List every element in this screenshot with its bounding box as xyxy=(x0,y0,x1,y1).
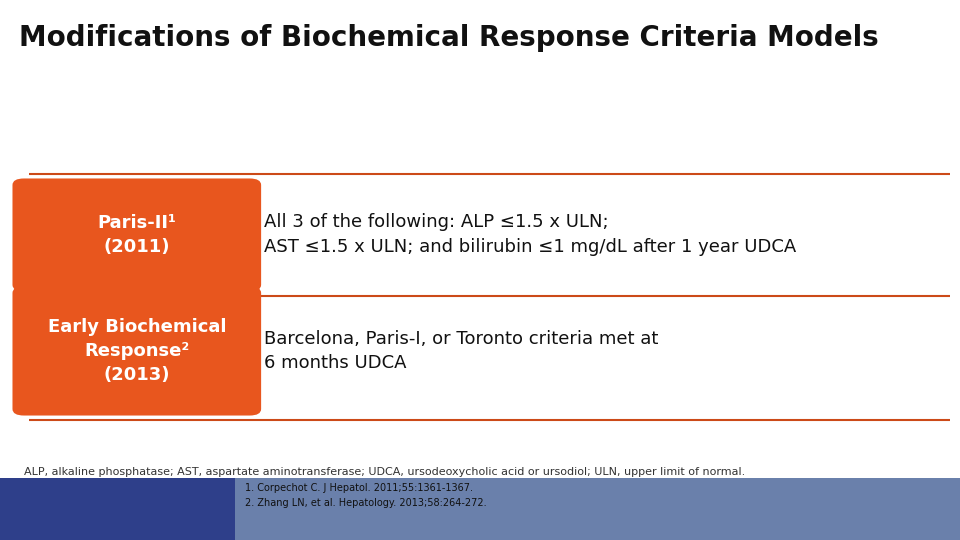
Text: 1. Corpechot C. J Hepatol. 2011;55:1361-1367.
2. Zhang LN, et al. Hepatology. 20: 1. Corpechot C. J Hepatol. 2011;55:1361-… xyxy=(245,483,487,508)
Text: Barcelona, Paris-I, or Toronto criteria met at
6 months UDCA: Barcelona, Paris-I, or Toronto criteria … xyxy=(264,329,659,373)
FancyBboxPatch shape xyxy=(12,179,261,292)
FancyBboxPatch shape xyxy=(235,478,960,540)
Text: All 3 of the following: ALP ≤1.5 x ULN;
AST ≤1.5 x ULN; and bilirubin ≤1 mg/dL a: All 3 of the following: ALP ≤1.5 x ULN; … xyxy=(264,213,796,256)
FancyBboxPatch shape xyxy=(0,478,235,540)
Text: Early Biochemical
Response²
(2013): Early Biochemical Response² (2013) xyxy=(48,319,226,383)
Text: Modifications of Biochemical Response Criteria Models: Modifications of Biochemical Response Cr… xyxy=(19,24,879,52)
Text: ALP, alkaline phosphatase; AST, aspartate aminotransferase; UDCA, ursodeoxycholi: ALP, alkaline phosphatase; AST, aspartat… xyxy=(24,467,745,477)
FancyBboxPatch shape xyxy=(12,286,261,416)
Text: Paris-II¹
(2011): Paris-II¹ (2011) xyxy=(97,214,177,256)
